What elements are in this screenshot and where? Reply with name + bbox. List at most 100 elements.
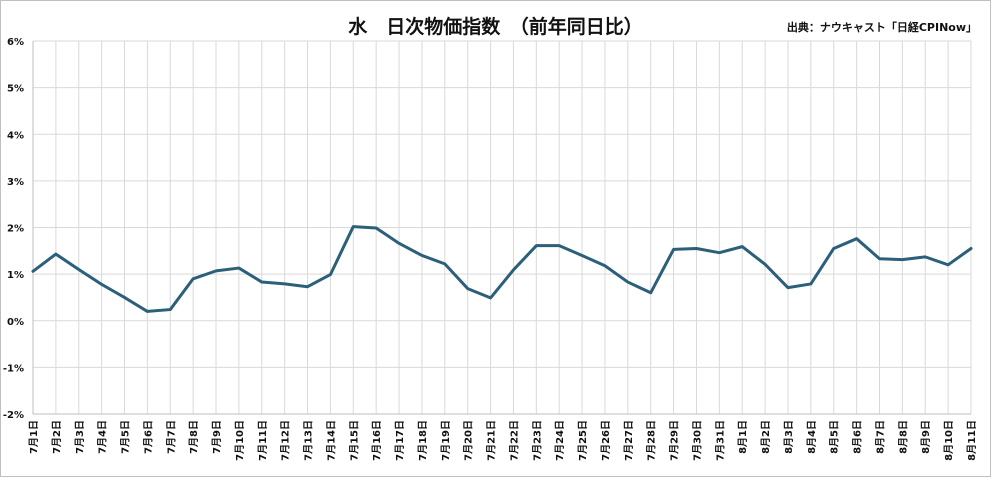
y-tick-label: 1% <box>7 270 24 281</box>
data-point <box>809 282 813 286</box>
data-point <box>260 280 263 284</box>
data-point <box>374 226 378 230</box>
data-point <box>512 268 515 272</box>
x-tick-label: 8月6日 <box>852 420 864 454</box>
x-tick-label: 7月26日 <box>600 420 612 461</box>
data-point <box>237 266 241 270</box>
data-point <box>603 264 607 267</box>
data-point <box>306 285 309 288</box>
x-tick-label: 7月25日 <box>577 420 589 461</box>
data-point <box>969 247 973 250</box>
x-axis-ticks: 7月1日 7月2日 7月3日 7月4日 7月5日 7月6日 7月7日 7月8日 7月9日 7月10… <box>28 420 978 461</box>
y-tick-label: 5% <box>7 84 24 95</box>
data-point <box>466 287 469 290</box>
data-point <box>283 282 286 286</box>
x-tick-label: 8月7日 <box>874 420 886 454</box>
x-tick-label: 7月20日 <box>463 420 475 461</box>
y-tick-label: -2% <box>3 410 24 421</box>
x-tick-label: 7月16日 <box>371 420 383 461</box>
x-tick-label: 7月24日 <box>554 420 566 461</box>
x-tick-label: 7月10日 <box>234 420 246 461</box>
data-point <box>878 257 881 260</box>
y-axis-ticks: -2% -1% 0% 1% 2% 3% 4% 5% 6% <box>3 37 24 421</box>
x-tick-label: 7月18日 <box>417 420 429 461</box>
x-tick-label: 7月14日 <box>325 420 337 461</box>
data-point <box>191 277 195 280</box>
x-tick-label: 7月8日 <box>188 420 200 454</box>
x-tick-label: 7月2日 <box>51 420 63 454</box>
x-tick-label: 7月23日 <box>531 420 543 461</box>
x-tick-label: 7月28日 <box>646 420 658 461</box>
series-layer <box>31 225 973 313</box>
data-point <box>352 225 355 228</box>
chart-source: 出典：ナウキャスト「日経CPINow」 <box>786 21 977 34</box>
x-tick-label: 7月27日 <box>623 420 635 461</box>
x-tick-label: 7月15日 <box>348 420 360 461</box>
x-tick-label: 8月8日 <box>897 420 909 454</box>
x-tick-label: 7月21日 <box>486 420 498 461</box>
data-point <box>146 310 149 313</box>
data-point <box>901 258 904 261</box>
x-tick-label: 7月9日 <box>211 420 223 454</box>
x-tick-label: 8月2日 <box>760 420 772 454</box>
x-tick-label: 7月11日 <box>257 420 269 461</box>
data-point <box>214 269 218 273</box>
data-point <box>169 308 172 311</box>
data-point <box>786 286 790 289</box>
data-point <box>489 296 492 300</box>
x-tick-label: 7月1日 <box>28 420 40 454</box>
x-tick-label: 8月4日 <box>806 420 818 454</box>
x-tick-label: 7月12日 <box>280 420 292 461</box>
x-tick-label: 8月1日 <box>737 420 749 454</box>
data-point <box>649 291 652 294</box>
x-tick-label: 7月13日 <box>303 420 315 461</box>
data-point <box>420 254 424 257</box>
data-point <box>100 283 103 286</box>
data-point <box>329 273 332 276</box>
x-tick-label: 8月11日 <box>966 420 978 461</box>
data-point <box>718 251 721 254</box>
data-point <box>397 242 401 245</box>
x-tick-label: 7月30日 <box>691 420 703 461</box>
x-tick-label: 7月7日 <box>165 420 177 454</box>
x-tick-label: 7月31日 <box>714 420 726 461</box>
data-point <box>741 245 744 248</box>
x-tick-label: 7月3日 <box>74 420 86 454</box>
y-tick-label: -1% <box>3 363 24 374</box>
data-point <box>535 244 538 247</box>
data-point <box>832 247 835 250</box>
x-tick-label: 7月4日 <box>97 420 109 454</box>
data-point <box>558 244 561 247</box>
data-point <box>924 255 927 259</box>
y-tick-label: 6% <box>7 37 24 48</box>
x-tick-label: 8月10日 <box>943 420 955 461</box>
x-tick-label: 7月6日 <box>142 420 154 454</box>
data-point <box>626 280 630 284</box>
grid <box>32 40 972 415</box>
x-tick-label: 8月9日 <box>920 420 932 454</box>
x-tick-label: 8月5日 <box>829 420 841 454</box>
data-point <box>123 296 126 299</box>
data-point <box>54 252 58 256</box>
x-tick-label: 7月29日 <box>669 420 681 461</box>
y-tick-label: 0% <box>7 317 24 328</box>
data-point <box>77 268 80 271</box>
data-point <box>946 263 950 266</box>
series-line <box>31 225 973 313</box>
data-point <box>443 262 446 266</box>
data-point <box>580 254 584 257</box>
data-point <box>695 247 698 250</box>
x-tick-label: 7月5日 <box>120 420 132 454</box>
data-point <box>855 237 858 240</box>
y-tick-label: 3% <box>7 177 24 188</box>
data-point <box>31 270 35 273</box>
x-tick-label: 7月19日 <box>440 420 452 461</box>
y-tick-label: 2% <box>7 224 24 235</box>
data-point <box>763 263 767 266</box>
data-point <box>672 248 675 251</box>
y-tick-label: 4% <box>7 130 24 141</box>
x-tick-label: 7月17日 <box>394 420 406 461</box>
x-tick-label: 8月3日 <box>783 420 795 454</box>
